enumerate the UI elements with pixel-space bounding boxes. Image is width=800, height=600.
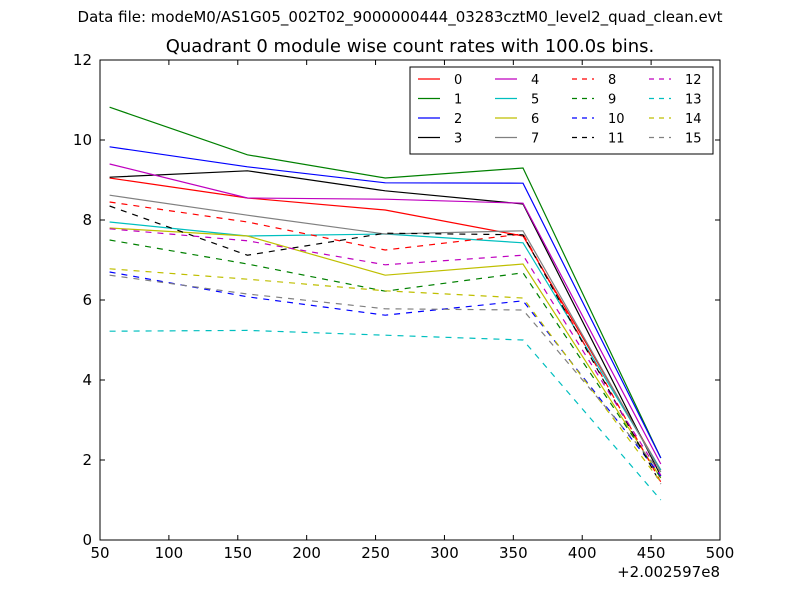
legend-label-12: 12	[685, 73, 702, 88]
chart-title: Quadrant 0 module wise count rates with …	[165, 36, 655, 57]
legend-label-14: 14	[685, 112, 702, 127]
y-tick-label: 0	[82, 531, 92, 549]
y-tick-label: 12	[73, 51, 92, 69]
series-line-6	[109, 227, 662, 479]
legend-label-7: 7	[531, 132, 539, 147]
y-tick-label: 10	[73, 131, 92, 149]
series-lines	[109, 106, 662, 501]
x-tick-label: 450	[637, 544, 666, 562]
series-line-5	[109, 221, 662, 471]
legend-label-8: 8	[608, 73, 616, 88]
series-line-0	[109, 177, 662, 471]
series-line-10	[109, 271, 662, 477]
x-tick-label: 100	[155, 544, 184, 562]
series-line-7	[109, 194, 662, 473]
legend-label-10: 10	[608, 112, 625, 127]
series-line-13	[109, 329, 662, 501]
legend-label-3: 3	[454, 132, 462, 147]
legend-label-0: 0	[454, 73, 462, 88]
legend-label-1: 1	[454, 93, 462, 108]
x-tick-label: 200	[292, 544, 321, 562]
legend-label-15: 15	[685, 132, 702, 147]
legend-label-6: 6	[531, 112, 539, 127]
series-line-14	[109, 268, 662, 483]
x-tick-label: 350	[499, 544, 528, 562]
series-line-8	[109, 201, 662, 483]
legend-box	[409, 66, 714, 155]
legend-label-4: 4	[531, 73, 539, 88]
legend-label-11: 11	[608, 132, 625, 147]
x-axis-offset-label: +2.002597e8	[617, 563, 720, 581]
series-line-1	[109, 106, 662, 459]
series-line-12	[109, 228, 662, 476]
legend-label-2: 2	[454, 112, 462, 127]
series-line-2	[109, 146, 662, 459]
series-line-15	[109, 274, 662, 473]
series-line-3	[109, 170, 662, 477]
series-line-4	[109, 163, 662, 465]
x-tick-label: 250	[361, 544, 390, 562]
x-tick-label: 500	[706, 544, 735, 562]
figure-suptitle: Data file: modeM0/AS1G05_002T02_90000004…	[77, 8, 723, 26]
x-tick-label: 50	[90, 544, 109, 562]
y-tick-label: 4	[82, 371, 92, 389]
series-line-11	[109, 205, 662, 485]
x-tick-label: 300	[430, 544, 459, 562]
legend-label-5: 5	[531, 93, 539, 108]
y-tick-label: 6	[82, 291, 92, 309]
x-tick-label: 400	[568, 544, 597, 562]
legend-label-9: 9	[608, 93, 616, 108]
x-tick-label: 150	[223, 544, 252, 562]
legend-label-13: 13	[685, 93, 702, 108]
y-tick-label: 8	[82, 211, 92, 229]
y-tick-label: 2	[82, 451, 92, 469]
